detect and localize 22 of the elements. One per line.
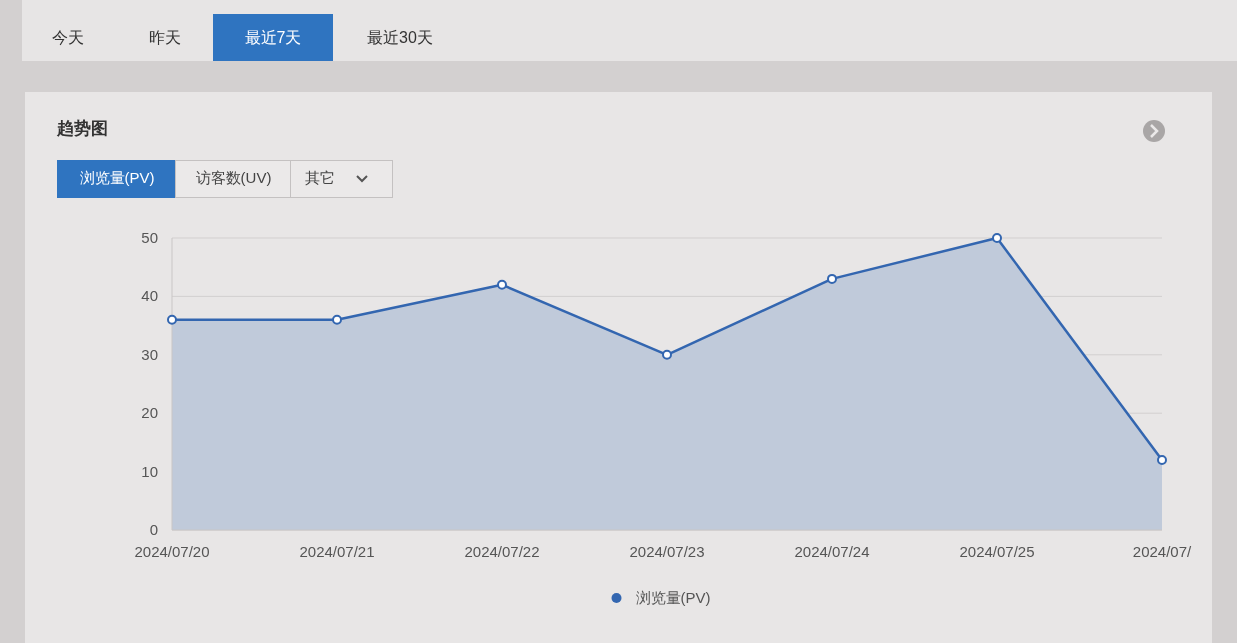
title: 趋势图: [57, 118, 108, 140]
legend-label: 浏览量(PV): [635, 589, 711, 606]
tab-label: 昨天: [149, 29, 181, 46]
y-tick: 0: [149, 521, 158, 538]
tab-label: 今天: [51, 29, 84, 46]
y-tick: 50: [141, 229, 158, 246]
button-label: 其它: [305, 169, 335, 186]
y-tick: 20: [141, 404, 158, 422]
x-tick: 2024/07/20: [134, 543, 210, 560]
y-tick: 30: [141, 345, 158, 363]
x-tick: 2024/07/: [1132, 543, 1192, 560]
y-tick: 10: [141, 462, 158, 480]
x-tick: 2024/07/25: [959, 543, 1035, 560]
tab-label: 最近7天: [244, 29, 302, 46]
button-label: 访客数(UV): [195, 169, 272, 186]
y-tick: 40: [141, 287, 158, 305]
x-tick: 2024/07/22: [464, 543, 540, 560]
button-label: 浏览量(PV): [79, 169, 155, 186]
tab-label: 最近30天: [367, 29, 433, 46]
x-tick: 2024/07/24: [794, 543, 870, 560]
x-tick: 2024/07/23: [629, 543, 705, 560]
x-tick: 2024/07/21: [299, 543, 375, 560]
